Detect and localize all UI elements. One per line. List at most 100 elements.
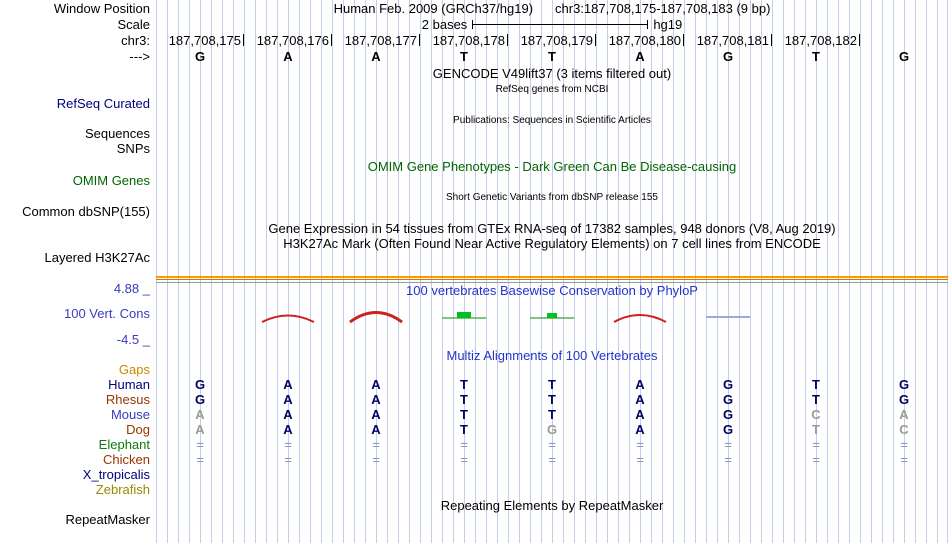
track-title-gencode[interactable]: GENCODE V49lift37 (3 items filtered out) bbox=[432, 66, 672, 81]
alignment-base: C bbox=[899, 422, 909, 437]
alignment-base: = bbox=[548, 452, 556, 467]
alignment-base: T bbox=[548, 407, 556, 422]
scale-bar-label: 2 bases bbox=[421, 17, 468, 32]
alignment-base: = bbox=[724, 437, 732, 452]
species-label-mouse[interactable]: Mouse bbox=[110, 407, 150, 422]
track-label-conservation[interactable]: 100 Vert. Cons bbox=[64, 306, 150, 321]
position-range: chr3:187,708,175-187,708,183 (9 bp) bbox=[555, 1, 771, 16]
alignment-base: C bbox=[811, 407, 821, 422]
reference-base: T bbox=[460, 49, 468, 64]
position-label: 187,708,182 bbox=[772, 33, 860, 48]
position-tick bbox=[771, 34, 772, 46]
species-label-human[interactable]: Human bbox=[108, 377, 150, 392]
track-label-snps[interactable]: SNPs bbox=[116, 141, 150, 156]
conservation-min-label: -4.5 _ bbox=[116, 332, 150, 347]
scale-row-label: Scale bbox=[117, 17, 150, 32]
position-label: 187,708,181 bbox=[684, 33, 772, 48]
species-label-dog[interactable]: Dog bbox=[126, 422, 150, 437]
track-title-omim[interactable]: OMIM Gene Phenotypes - Dark Green Can Be… bbox=[367, 159, 737, 174]
track-label-dbsnp[interactable]: Common dbSNP(155) bbox=[22, 204, 150, 219]
track-title-gtex[interactable]: Gene Expression in 54 tissues from GTEx … bbox=[268, 221, 836, 236]
track-separator bbox=[156, 282, 948, 283]
track-label-gaps[interactable]: Gaps bbox=[118, 362, 150, 377]
position-tick bbox=[243, 34, 244, 46]
alignment-base: A bbox=[371, 392, 381, 407]
assembly-title: Human Feb. 2009 (GRCh37/hg19) bbox=[333, 1, 534, 16]
alignment-base: G bbox=[898, 392, 910, 407]
alignment-base: A bbox=[899, 407, 909, 422]
alignment-base: G bbox=[194, 377, 206, 392]
chromosome-label: chr3: bbox=[121, 33, 150, 48]
alignment-base: A bbox=[371, 422, 381, 437]
alignment-base: A bbox=[283, 422, 293, 437]
window-position-label: Window Position bbox=[53, 1, 150, 16]
strand-direction-label: ---> bbox=[129, 49, 150, 64]
alignment-base: T bbox=[812, 392, 820, 407]
position-tick bbox=[419, 34, 420, 46]
title-row: Human Feb. 2009 (GRCh37/hg19) chr3:187,7… bbox=[156, 1, 948, 16]
track-label-repeatmasker[interactable]: RepeatMasker bbox=[65, 512, 150, 527]
alignment-base: = bbox=[548, 437, 556, 452]
alignment-base: G bbox=[722, 422, 734, 437]
reference-base: G bbox=[722, 49, 734, 64]
species-label-column: Human Rhesus Mouse Dog Elephant Chicken X_trop… bbox=[0, 0, 152, 543]
alignment-base: A bbox=[635, 392, 645, 407]
alignment-base: G bbox=[722, 392, 734, 407]
position-label: 187,708,180 bbox=[596, 33, 684, 48]
alignment-base: = bbox=[372, 452, 380, 467]
h3k27ac-signal-line-dark bbox=[156, 279, 948, 280]
conservation-max-label: 4.88 _ bbox=[113, 281, 150, 296]
conservation-peak bbox=[457, 312, 471, 318]
track-title-h3k27ac[interactable]: H3K27Ac Mark (Often Found Near Active Re… bbox=[283, 236, 821, 251]
alignment-base: G bbox=[546, 422, 558, 437]
reference-base: A bbox=[371, 49, 381, 64]
alignment-base: T bbox=[460, 377, 468, 392]
position-label: 187,708,175 bbox=[156, 33, 244, 48]
alignment-base: A bbox=[283, 377, 293, 392]
track-title-repeatmasker[interactable]: Repeating Elements by RepeatMasker bbox=[440, 498, 664, 513]
alignment-base: G bbox=[722, 377, 734, 392]
alignment-base: A bbox=[283, 407, 293, 422]
alignment-base: T bbox=[812, 422, 820, 437]
track-label-omim-genes[interactable]: OMIM Genes bbox=[72, 173, 150, 188]
h3k27ac-signal-line[interactable] bbox=[156, 276, 948, 278]
alignment-base: = bbox=[900, 437, 908, 452]
alignment-base: A bbox=[635, 407, 645, 422]
species-label-zebrafish[interactable]: Zebrafish bbox=[95, 482, 150, 497]
species-label-chicken[interactable]: Chicken bbox=[103, 452, 150, 467]
alignment-base: A bbox=[371, 377, 381, 392]
alignment-base: G bbox=[898, 377, 910, 392]
alignment-base: = bbox=[196, 452, 204, 467]
alignment-base: T bbox=[812, 377, 820, 392]
position-tick bbox=[507, 34, 508, 46]
track-title-refseq[interactable]: RefSeq genes from NCBI bbox=[495, 84, 609, 95]
conservation-wiggle-plot[interactable] bbox=[156, 295, 948, 347]
reference-base: A bbox=[635, 49, 645, 64]
track-title-multiz[interactable]: Multiz Alignments of 100 Vertebrates bbox=[446, 348, 658, 363]
track-label-sequences[interactable]: Sequences bbox=[84, 126, 150, 141]
conservation-peak bbox=[547, 313, 557, 318]
alignment-base: = bbox=[724, 452, 732, 467]
reference-base: G bbox=[194, 49, 206, 64]
species-label-rhesus[interactable]: Rhesus bbox=[105, 392, 150, 407]
species-label-elephant[interactable]: Elephant bbox=[98, 437, 150, 452]
alignment-base: G bbox=[722, 407, 734, 422]
alignment-base: = bbox=[900, 452, 908, 467]
position-tick bbox=[595, 34, 596, 46]
conservation-arc bbox=[613, 314, 667, 323]
alignment-base: = bbox=[460, 452, 468, 467]
alignment-base: G bbox=[194, 392, 206, 407]
track-title-conservation[interactable]: 100 vertebrates Basewise Conservation by… bbox=[406, 283, 698, 298]
track-label-refseq-curated[interactable]: RefSeq Curated bbox=[56, 96, 150, 111]
track-title-dbsnp[interactable]: Short Genetic Variants from dbSNP releas… bbox=[446, 192, 658, 203]
track-title-publications[interactable]: Publications: Sequences in Scientific Ar… bbox=[453, 115, 651, 126]
conservation-arc bbox=[349, 311, 403, 324]
track-label-h3k27ac[interactable]: Layered H3K27Ac bbox=[44, 250, 150, 265]
multiz-alignment-grid[interactable]: G A A T T A G T G G A A T T A G T G A A A T T A G C A A A A T G A G T C = = = =… bbox=[156, 0, 948, 543]
alignment-base: = bbox=[636, 437, 644, 452]
position-label: 187,708,176 bbox=[244, 33, 332, 48]
species-label-x_tropicalis[interactable]: X_tropicalis bbox=[82, 467, 150, 482]
position-tick bbox=[683, 34, 684, 46]
